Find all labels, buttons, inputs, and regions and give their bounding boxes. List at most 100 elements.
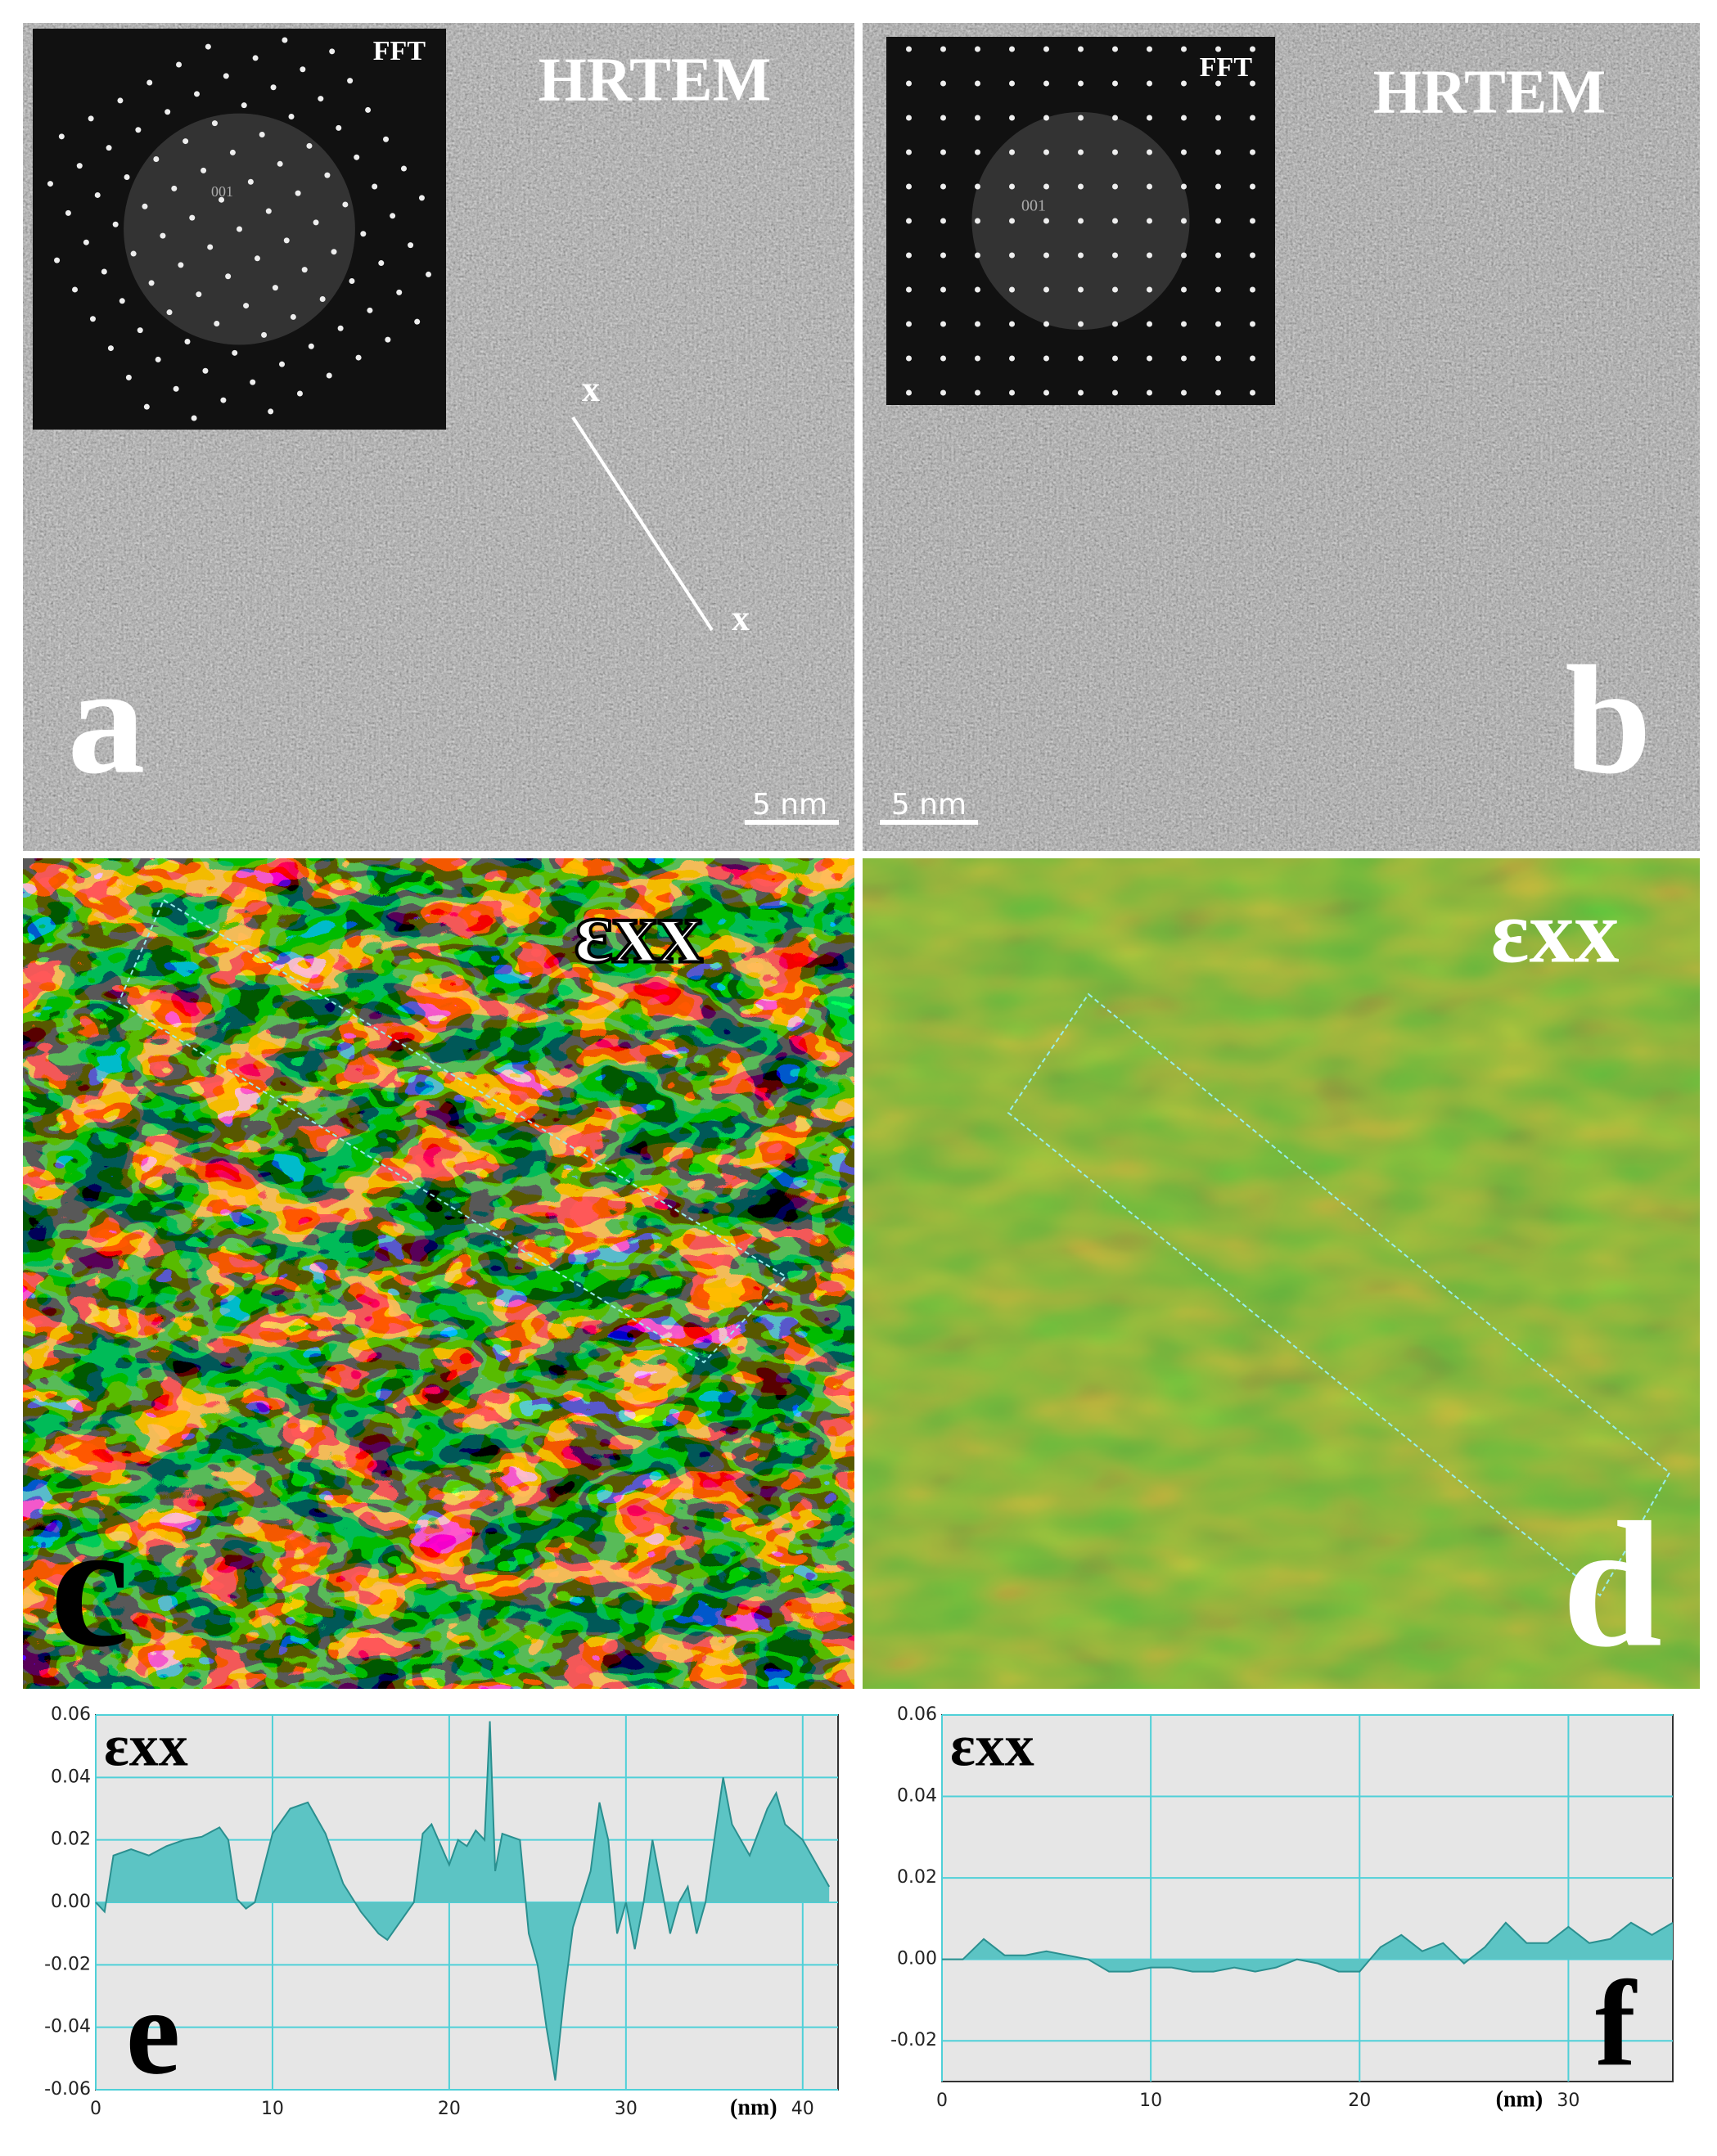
fft-spot bbox=[295, 190, 301, 196]
fft-spot bbox=[261, 331, 268, 338]
scale-bar-label: 5 nm bbox=[891, 788, 967, 821]
fft-spot bbox=[1078, 46, 1084, 52]
fft-spot bbox=[54, 257, 61, 263]
fft-spot bbox=[1043, 389, 1049, 396]
fft-spot bbox=[124, 173, 130, 180]
fft-spot bbox=[283, 237, 290, 244]
fft-spot bbox=[232, 349, 238, 356]
fft-spot bbox=[1215, 46, 1221, 52]
y-tick-label: -0.06 bbox=[44, 2079, 91, 2100]
fft-spot bbox=[400, 165, 407, 172]
fft-spot bbox=[1181, 115, 1187, 121]
fft-spot bbox=[176, 61, 183, 68]
y-tick-label: 0.06 bbox=[51, 1704, 91, 1725]
fft-spot bbox=[1250, 252, 1255, 259]
fft-spot bbox=[148, 280, 155, 286]
fft-spot bbox=[106, 145, 112, 151]
fft-spot bbox=[390, 213, 396, 219]
fft-spot bbox=[191, 415, 197, 421]
fft-spot bbox=[288, 114, 295, 120]
fft-spot bbox=[1112, 252, 1118, 259]
x-tick-label: 30 bbox=[615, 2099, 638, 2119]
fft-spot bbox=[219, 196, 225, 203]
fft-spot bbox=[160, 232, 166, 239]
fft-spot bbox=[225, 273, 232, 280]
fft-spot bbox=[83, 239, 89, 245]
fft-spot bbox=[906, 355, 912, 362]
fft-spot bbox=[241, 102, 247, 109]
fft-spot bbox=[220, 397, 227, 403]
fft-spot bbox=[1043, 46, 1049, 52]
fft-spot bbox=[184, 338, 191, 344]
y-tick-label: 0.00 bbox=[897, 1949, 937, 1969]
y-tick-label: -0.02 bbox=[44, 1954, 91, 1974]
fft-spot bbox=[171, 185, 178, 191]
area-outline bbox=[95, 1721, 831, 2081]
fft-spot bbox=[1009, 321, 1015, 327]
x-tick-label: 20 bbox=[1348, 2091, 1371, 2111]
fft-spot bbox=[1147, 321, 1152, 327]
x-axis-label: (nm) bbox=[730, 2095, 777, 2120]
fft-spot bbox=[207, 244, 214, 250]
fft-spot bbox=[1043, 252, 1049, 259]
series-label: εxx bbox=[104, 1713, 188, 1779]
fft-spot bbox=[76, 163, 83, 169]
fft-spot bbox=[975, 321, 980, 327]
fft-spot bbox=[1181, 218, 1187, 224]
fft-spot bbox=[1250, 115, 1255, 121]
fft-spot bbox=[1112, 218, 1118, 224]
y-tick-label: 0.04 bbox=[897, 1786, 937, 1807]
fft-spot bbox=[396, 289, 403, 295]
line-label: x bbox=[582, 369, 600, 409]
fft-spot bbox=[906, 321, 912, 327]
y-tick-label: -0.02 bbox=[890, 2030, 937, 2050]
fft-spot bbox=[408, 242, 414, 249]
fft-spot bbox=[1215, 80, 1221, 87]
fft-spot bbox=[1250, 149, 1255, 155]
fft-spot bbox=[282, 37, 288, 43]
area bbox=[942, 1922, 1673, 1972]
fft-spot bbox=[1215, 321, 1221, 327]
fft-spot bbox=[1043, 321, 1049, 327]
fft-spot bbox=[906, 389, 912, 396]
fft-spot bbox=[101, 268, 107, 275]
region-box bbox=[117, 898, 787, 1364]
fft-spot bbox=[254, 255, 260, 262]
fft-spot bbox=[211, 120, 218, 127]
fft-spot bbox=[324, 172, 331, 178]
fft-spot bbox=[975, 183, 980, 190]
fft-spot bbox=[1112, 46, 1118, 52]
fft-spot bbox=[1112, 149, 1118, 155]
fft-spot bbox=[1112, 115, 1118, 121]
fft-spot bbox=[1043, 80, 1049, 87]
strain-map bbox=[863, 858, 1700, 1689]
fft-spot bbox=[906, 149, 912, 155]
profile-line bbox=[571, 416, 714, 632]
fft-spot bbox=[88, 115, 94, 122]
fft-spot bbox=[385, 336, 391, 343]
fft-spot bbox=[270, 84, 277, 91]
fft-spot bbox=[1009, 355, 1015, 362]
fft-spot bbox=[336, 124, 342, 131]
y-tick-label: -0.04 bbox=[44, 2017, 91, 2037]
fft-spot bbox=[1215, 218, 1221, 224]
fft-spot bbox=[202, 367, 209, 374]
fft-spot bbox=[326, 372, 332, 379]
fft-spot bbox=[940, 389, 946, 396]
fft-spot bbox=[107, 345, 114, 352]
fft-spot bbox=[58, 133, 65, 140]
fft-spot bbox=[1043, 286, 1049, 293]
fft-spot bbox=[196, 291, 202, 298]
panel-letter: a bbox=[68, 635, 146, 807]
panel-letter: d bbox=[1562, 1484, 1662, 1684]
fft-spot bbox=[65, 209, 71, 216]
panel-letter: e bbox=[126, 1964, 181, 2100]
fft-spot bbox=[279, 361, 286, 367]
fft-spot bbox=[906, 80, 912, 87]
fft-spot bbox=[250, 379, 256, 385]
fft-spot bbox=[1078, 183, 1084, 190]
fft-spot bbox=[347, 78, 354, 84]
series-label: εxx bbox=[950, 1713, 1034, 1779]
fft-spot bbox=[975, 252, 980, 259]
fft-spot bbox=[117, 97, 124, 104]
